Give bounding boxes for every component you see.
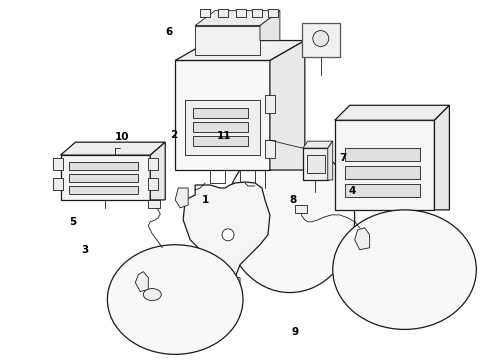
Polygon shape bbox=[435, 105, 449, 210]
Bar bbox=[148, 200, 160, 208]
Text: 10: 10 bbox=[115, 132, 129, 142]
Polygon shape bbox=[195, 11, 280, 26]
Text: 9: 9 bbox=[291, 327, 298, 337]
Bar bbox=[193, 122, 248, 132]
Bar bbox=[218, 9, 228, 17]
Polygon shape bbox=[175, 41, 305, 60]
Bar bbox=[335, 120, 435, 210]
Text: 4: 4 bbox=[349, 186, 356, 196]
Text: 5: 5 bbox=[70, 217, 76, 227]
Bar bbox=[307, 155, 325, 173]
Polygon shape bbox=[175, 188, 188, 208]
Bar bbox=[175, 60, 270, 170]
Bar bbox=[265, 140, 275, 158]
Bar bbox=[193, 136, 248, 146]
Ellipse shape bbox=[107, 245, 243, 354]
Bar bbox=[193, 108, 248, 118]
Polygon shape bbox=[183, 182, 270, 282]
Polygon shape bbox=[215, 278, 240, 294]
Bar bbox=[195, 26, 260, 55]
Ellipse shape bbox=[143, 289, 161, 301]
Text: 6: 6 bbox=[166, 27, 173, 37]
Text: 11: 11 bbox=[217, 131, 232, 141]
Bar bbox=[148, 178, 158, 190]
Bar bbox=[345, 166, 419, 179]
Polygon shape bbox=[328, 141, 333, 180]
Bar bbox=[148, 158, 158, 170]
Polygon shape bbox=[150, 142, 165, 200]
Ellipse shape bbox=[313, 31, 329, 46]
Bar bbox=[302, 23, 340, 58]
Polygon shape bbox=[335, 105, 449, 120]
Bar bbox=[345, 184, 419, 197]
Bar bbox=[61, 155, 150, 200]
Polygon shape bbox=[270, 41, 305, 170]
Polygon shape bbox=[260, 11, 280, 41]
Bar bbox=[200, 9, 210, 17]
Bar bbox=[69, 162, 138, 170]
Polygon shape bbox=[61, 142, 165, 155]
Text: 8: 8 bbox=[289, 195, 296, 205]
Bar bbox=[69, 186, 138, 194]
Text: 1: 1 bbox=[202, 195, 210, 205]
Text: 2: 2 bbox=[171, 130, 178, 140]
Bar bbox=[268, 9, 278, 17]
Text: 3: 3 bbox=[81, 245, 88, 255]
Ellipse shape bbox=[225, 143, 355, 293]
Polygon shape bbox=[303, 141, 333, 148]
Bar bbox=[52, 178, 63, 190]
Bar bbox=[52, 158, 63, 170]
Bar bbox=[69, 174, 138, 182]
Bar bbox=[345, 148, 419, 161]
Polygon shape bbox=[135, 272, 148, 292]
Bar bbox=[236, 9, 246, 17]
Bar bbox=[295, 205, 307, 213]
Bar bbox=[303, 148, 328, 180]
Bar bbox=[252, 9, 262, 17]
Text: 7: 7 bbox=[339, 153, 346, 163]
Ellipse shape bbox=[222, 229, 234, 241]
Bar bbox=[185, 100, 260, 155]
Bar bbox=[265, 95, 275, 113]
Ellipse shape bbox=[333, 210, 476, 329]
Polygon shape bbox=[355, 228, 369, 250]
